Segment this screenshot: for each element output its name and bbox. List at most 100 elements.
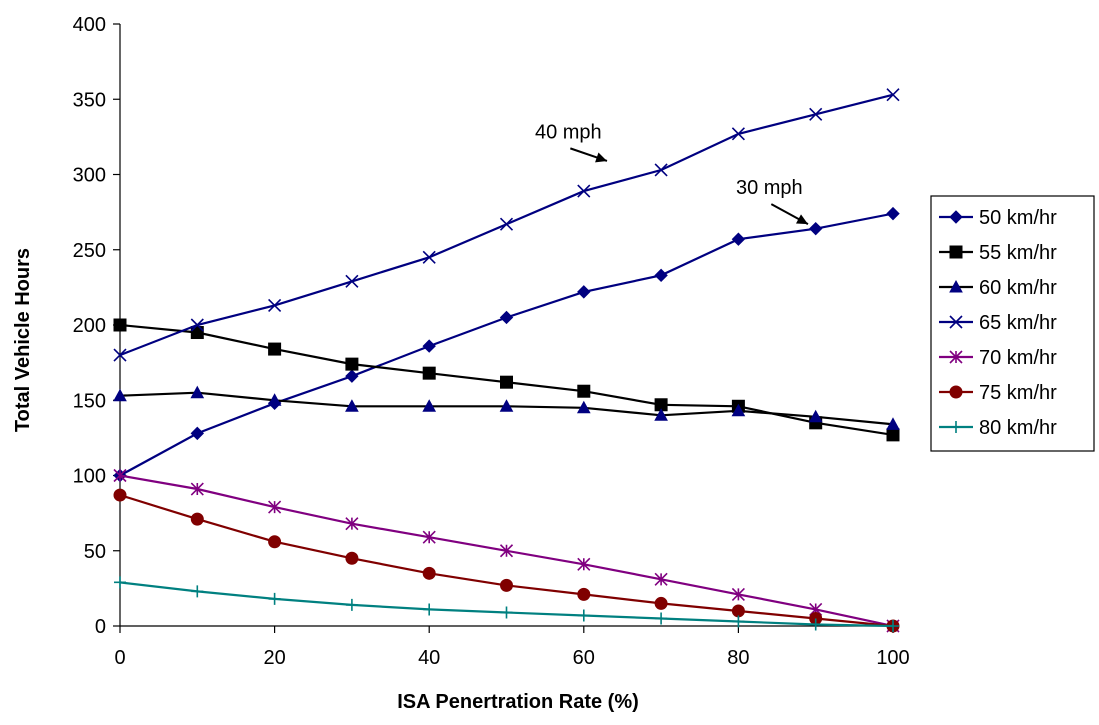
data-point xyxy=(422,399,437,412)
data-point-shape xyxy=(113,348,127,362)
data-point-shape xyxy=(500,606,513,619)
data-point xyxy=(114,576,126,589)
legend-swatch-marker xyxy=(949,350,963,364)
data-point-shape xyxy=(731,587,745,601)
data-point xyxy=(808,409,823,423)
data-point xyxy=(113,468,127,483)
data-point xyxy=(345,274,359,288)
y-tick-label: 250 xyxy=(73,240,106,262)
data-point-shape xyxy=(654,596,668,610)
data-point xyxy=(887,620,899,632)
x-tick-label: 20 xyxy=(263,647,285,669)
data-point-shape xyxy=(113,468,127,483)
x-tick-label: 0 xyxy=(114,647,125,669)
data-point-shape xyxy=(887,620,899,632)
data-point xyxy=(191,585,204,598)
data-point xyxy=(577,184,591,198)
data-point-shape xyxy=(190,318,204,332)
data-point-shape xyxy=(731,604,745,618)
y-tick-label: 300 xyxy=(73,165,106,187)
data-point xyxy=(809,618,822,631)
x-tick-label: 60 xyxy=(573,647,595,669)
legend-item: 50 km/hr xyxy=(939,207,1057,229)
data-point xyxy=(577,557,591,571)
data-point xyxy=(500,606,513,619)
data-point xyxy=(500,578,513,592)
data-point-shape xyxy=(732,615,745,628)
data-point-shape xyxy=(114,576,126,589)
legend-swatch-marker xyxy=(949,210,963,224)
data-point-shape xyxy=(886,206,900,221)
data-point xyxy=(268,342,282,356)
data-point-shape xyxy=(190,385,205,399)
data-point-shape xyxy=(808,221,823,236)
data-point-shape xyxy=(268,500,282,514)
plot-area: 0 50 100 150 200 250 300 350 400 0 20 40 60 80 100 40 m… xyxy=(73,14,910,669)
data-point xyxy=(268,500,282,514)
data-point xyxy=(190,426,205,441)
legend-label: 70 km/hr xyxy=(979,347,1057,369)
data-point-shape xyxy=(190,512,204,526)
data-point-shape xyxy=(577,384,591,398)
data-point xyxy=(654,596,668,610)
data-point xyxy=(345,357,359,371)
data-point xyxy=(577,609,590,622)
legend-swatch-marker-shape xyxy=(949,350,963,364)
data-point xyxy=(345,517,359,531)
legend-item: 55 km/hr xyxy=(939,242,1057,264)
legend-swatch-marker-shape xyxy=(949,385,963,399)
data-point xyxy=(654,268,668,283)
series-80-km-hr xyxy=(114,576,899,632)
data-point-shape xyxy=(190,482,204,496)
data-point-shape xyxy=(422,366,436,380)
annotation-arrow-head xyxy=(795,214,808,225)
data-point-shape xyxy=(886,428,900,442)
data-point-shape xyxy=(422,399,437,412)
data-point xyxy=(422,366,436,380)
data-point xyxy=(268,298,282,313)
data-point-shape xyxy=(345,517,359,531)
annotation-label: 30 mph xyxy=(736,177,803,199)
x-axis-title: ISA Penertration Rate (%) xyxy=(397,691,639,713)
data-point xyxy=(422,530,436,544)
data-point xyxy=(731,587,745,601)
data-point-shape xyxy=(422,566,436,580)
data-point xyxy=(422,566,436,580)
data-point-shape xyxy=(654,268,668,283)
data-point-shape xyxy=(886,417,900,430)
data-point-shape xyxy=(345,551,359,565)
data-point xyxy=(886,417,900,430)
data-point-shape xyxy=(190,426,205,441)
y-axis-title: Total Vehicle Hours xyxy=(12,248,34,432)
data-point-shape xyxy=(268,342,282,356)
data-point-shape xyxy=(345,357,359,371)
y-tick-label: 150 xyxy=(73,390,106,412)
data-point xyxy=(731,232,746,246)
data-point xyxy=(577,384,591,398)
annotation: 40 mph xyxy=(535,121,608,163)
data-point xyxy=(345,598,358,611)
data-point xyxy=(808,221,823,236)
data-point-shape xyxy=(113,318,127,332)
data-point xyxy=(267,393,282,406)
data-point-shape xyxy=(345,274,359,288)
data-point xyxy=(654,163,668,177)
data-point-shape xyxy=(654,408,668,421)
annotation-label: 40 mph xyxy=(535,121,602,143)
data-point-shape xyxy=(577,184,591,198)
data-point-shape xyxy=(345,369,359,383)
data-point xyxy=(268,535,282,549)
data-point xyxy=(190,318,204,332)
legend-swatch-marker-shape xyxy=(949,210,963,224)
data-point xyxy=(732,615,745,628)
data-point xyxy=(654,408,668,421)
y-tick-label: 50 xyxy=(84,541,106,563)
legend-swatch-marker xyxy=(949,279,963,293)
data-point-shape xyxy=(423,603,436,616)
data-point-shape xyxy=(499,217,514,231)
data-point xyxy=(422,250,436,264)
data-point xyxy=(345,551,359,565)
annotation-arrow-head xyxy=(595,152,607,163)
data-point xyxy=(190,326,204,340)
